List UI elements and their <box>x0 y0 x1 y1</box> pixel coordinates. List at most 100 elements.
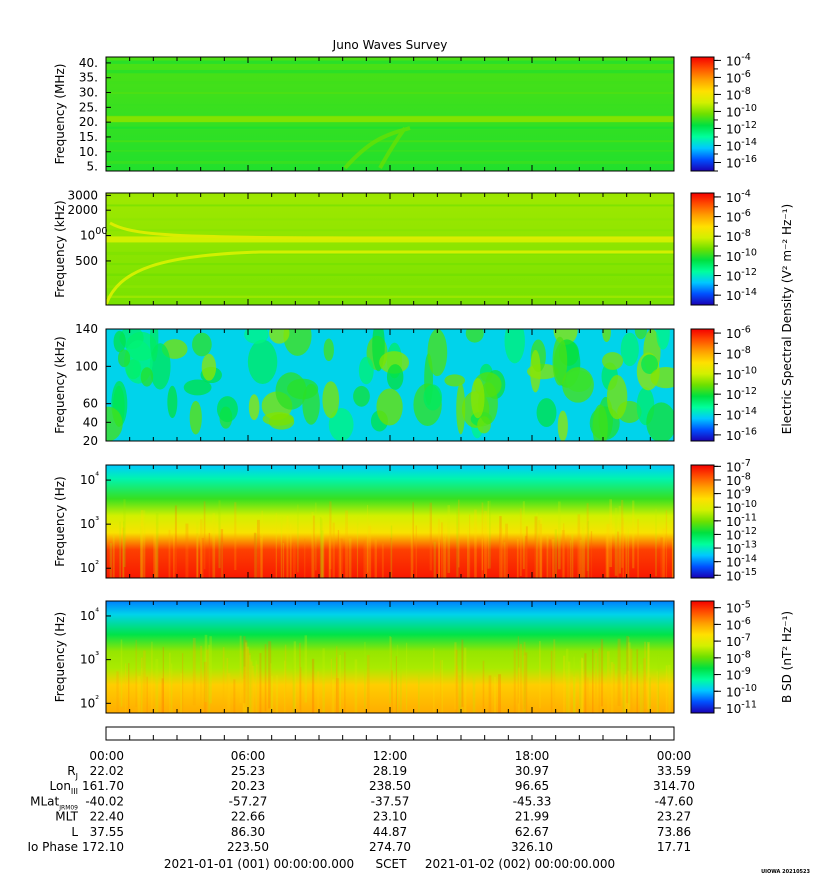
spectral-streak <box>628 642 631 710</box>
spectral-streak <box>656 671 659 713</box>
spectral-streak <box>571 534 574 578</box>
spectral-streak <box>284 644 287 712</box>
colorbar-tick-label: 10-16 <box>726 154 757 170</box>
colorbar-label: B SD (nT² Hz⁻¹) <box>780 611 794 703</box>
background-band <box>106 115 674 117</box>
colorbar-tick-label: 10-10 <box>726 247 757 263</box>
spectral-streak <box>328 535 330 578</box>
spectral-streak <box>441 660 443 713</box>
ephemeris-table: 00:00 06:00 12:00 18:00 00:00 RJ 22.02 25.23 28.… <box>27 749 695 854</box>
spectral-streak <box>616 531 620 578</box>
emission-patch <box>465 329 484 343</box>
spectral-streak <box>123 499 126 567</box>
emission-patch <box>328 407 354 441</box>
spectral-streak <box>445 528 447 578</box>
spectral-streak <box>340 538 343 578</box>
emission-patch <box>646 402 674 441</box>
colorbar-tick-label: 10-6 <box>726 616 751 632</box>
colorbar <box>690 192 715 306</box>
spectral-streak <box>457 499 460 568</box>
ephemeris-value: 326.10 <box>511 840 553 854</box>
spectral-streak <box>405 642 408 710</box>
spectral-streak <box>200 537 202 578</box>
spectral-streak <box>612 664 615 713</box>
spectral-streak <box>299 642 301 711</box>
emission-patch <box>606 374 628 420</box>
background-band <box>106 126 674 129</box>
spectral-streak <box>109 543 113 578</box>
ephemeris-value: 161.70 <box>82 779 124 793</box>
spectral-streak <box>329 501 332 570</box>
spectral-streak <box>243 636 246 704</box>
cutoff-curve <box>106 250 674 305</box>
spectral-streak <box>539 517 543 578</box>
background-band <box>106 262 674 266</box>
spectral-streak <box>203 501 206 570</box>
spectral-streak <box>227 673 231 713</box>
spectral-streak <box>304 538 306 578</box>
spectral-streak <box>192 637 196 706</box>
spectral-streak <box>553 639 556 707</box>
background-band <box>106 229 674 232</box>
colorbar <box>690 464 715 579</box>
spectral-streak <box>381 543 384 578</box>
spectral-streak <box>622 668 626 713</box>
spectral-streak <box>280 516 283 578</box>
time-tick-label: 00:00 <box>89 749 124 763</box>
spectral-streak <box>389 636 392 704</box>
spectral-streak <box>523 655 527 713</box>
spectral-streak <box>311 658 315 713</box>
spectral-streak <box>320 518 323 578</box>
spectral-streak <box>248 655 251 713</box>
spectral-streak <box>662 528 665 578</box>
ephemeris-value: 23.10 <box>373 810 407 824</box>
spectral-streak <box>312 515 315 578</box>
spectral-streak <box>155 513 159 578</box>
spectral-streak <box>123 521 125 578</box>
emission-feature <box>343 126 411 170</box>
colorbar-tick-label: 10-11 <box>726 700 757 716</box>
emission-patch <box>504 329 525 364</box>
emission-patch <box>106 406 123 441</box>
spectral-streak <box>245 642 248 710</box>
spectral-streak <box>487 500 490 569</box>
spectral-streak <box>390 525 393 578</box>
spectral-streak <box>366 655 370 713</box>
spectral-streak <box>270 675 274 713</box>
spectral-streak <box>248 653 251 713</box>
y-tick-label: 10³ <box>80 515 99 531</box>
spectrogram-background <box>106 465 674 578</box>
spectral-streak <box>196 533 199 578</box>
emission-band <box>106 116 674 123</box>
spectral-streak <box>418 674 420 713</box>
spectral-streak <box>315 502 317 571</box>
ephemeris-value: 238.50 <box>369 779 411 793</box>
spectral-streak <box>433 541 436 578</box>
emission-patch <box>592 404 608 441</box>
spectral-streak <box>647 643 650 711</box>
emission-patch <box>552 336 568 386</box>
emission-patch <box>641 354 659 374</box>
scet-label: SCET <box>376 857 408 871</box>
colorbar-tick-label: 10-16 <box>726 426 757 442</box>
colorbar-tick-label: 10-6 <box>726 69 751 85</box>
spectral-streak <box>584 653 587 713</box>
emission-patch <box>201 353 217 381</box>
time-tick-label: 18:00 <box>515 749 550 763</box>
emission-patch <box>353 385 370 407</box>
spectrogram-background <box>106 601 674 713</box>
spectral-streak <box>594 653 597 713</box>
emission-patch <box>602 329 611 343</box>
spectral-streak <box>464 647 467 713</box>
spectral-streak <box>207 644 211 713</box>
emission-patch <box>562 367 594 403</box>
spectral-streak <box>256 519 260 578</box>
spectral-streak <box>643 658 646 713</box>
ephemeris-value: -57.27 <box>229 794 268 808</box>
ephemeris-value: 314.70 <box>653 779 695 793</box>
spectral-streak <box>665 665 668 713</box>
spectral-streak <box>410 522 414 578</box>
spectral-streak <box>581 658 584 713</box>
colorbar-tick-label: 10-10 <box>726 683 757 699</box>
